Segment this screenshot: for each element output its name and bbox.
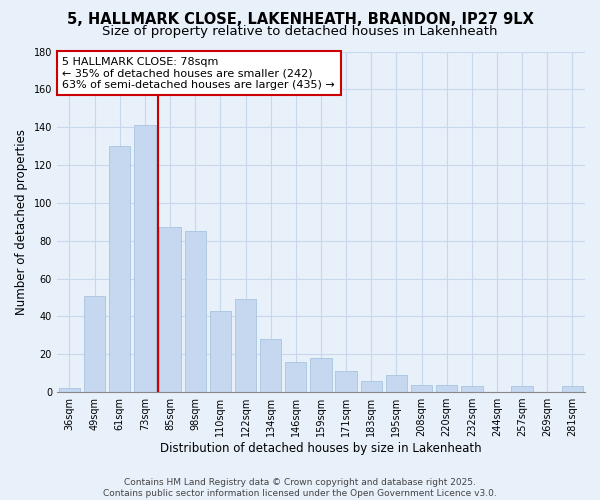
Bar: [511, 386, 533, 392]
Bar: [134, 126, 155, 392]
Bar: [310, 358, 332, 392]
Bar: [260, 339, 281, 392]
Text: 5, HALLMARK CLOSE, LAKENHEATH, BRANDON, IP27 9LX: 5, HALLMARK CLOSE, LAKENHEATH, BRANDON, …: [67, 12, 533, 28]
Bar: [335, 372, 357, 392]
Bar: [185, 232, 206, 392]
Bar: [160, 228, 181, 392]
Bar: [436, 384, 457, 392]
Text: 5 HALLMARK CLOSE: 78sqm
← 35% of detached houses are smaller (242)
63% of semi-d: 5 HALLMARK CLOSE: 78sqm ← 35% of detache…: [62, 56, 335, 90]
Bar: [461, 386, 482, 392]
Bar: [361, 380, 382, 392]
Bar: [84, 296, 106, 392]
Text: Contains HM Land Registry data © Crown copyright and database right 2025.
Contai: Contains HM Land Registry data © Crown c…: [103, 478, 497, 498]
Bar: [109, 146, 130, 392]
Bar: [235, 300, 256, 392]
X-axis label: Distribution of detached houses by size in Lakenheath: Distribution of detached houses by size …: [160, 442, 482, 455]
Bar: [411, 384, 432, 392]
Bar: [59, 388, 80, 392]
Bar: [386, 375, 407, 392]
Bar: [562, 386, 583, 392]
Bar: [285, 362, 307, 392]
Y-axis label: Number of detached properties: Number of detached properties: [15, 129, 28, 315]
Text: Size of property relative to detached houses in Lakenheath: Size of property relative to detached ho…: [102, 25, 498, 38]
Bar: [209, 310, 231, 392]
